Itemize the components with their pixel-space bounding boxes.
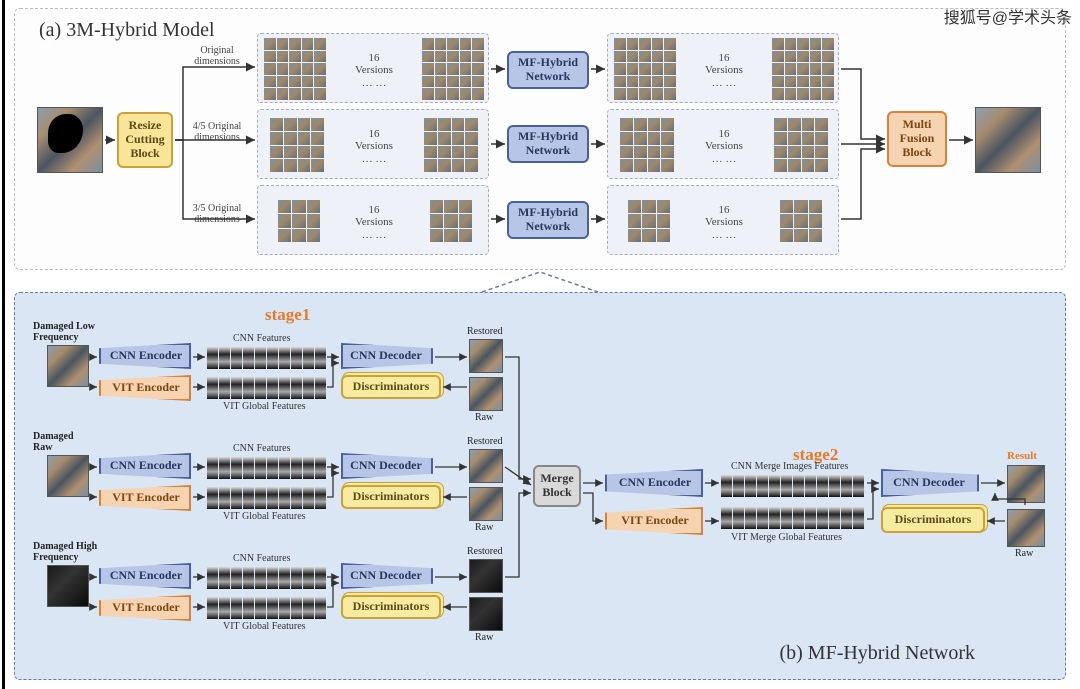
multi-fusion-block: Multi Fusion Block bbox=[887, 111, 947, 167]
result-label: Result bbox=[1007, 450, 1037, 462]
tiles-r3-right: 16 Versions ··· ··· bbox=[607, 185, 839, 255]
in3-img bbox=[47, 565, 89, 607]
left-border bbox=[2, 0, 5, 689]
feat-vit-2 bbox=[207, 487, 326, 509]
out2-restored bbox=[469, 449, 503, 483]
feat-cnn-s2 bbox=[721, 475, 864, 497]
disc-1: Discriminators bbox=[341, 375, 441, 399]
in1-img bbox=[47, 345, 89, 387]
feat-cnn-2 bbox=[207, 457, 326, 479]
tiles-r2-left: 16 Versions ··· ··· bbox=[257, 109, 489, 179]
panel-b-title: (b) MF-Hybrid Network bbox=[779, 642, 975, 665]
cnn-enc-s2: CNN Encoder bbox=[605, 469, 703, 497]
in1-label: Damaged Low Frequency bbox=[33, 321, 95, 343]
vit-enc-s2: VIT Encoder bbox=[605, 507, 703, 535]
out2-raw bbox=[469, 487, 503, 521]
tiles-r2-right: 16 Versions ··· ··· bbox=[607, 109, 839, 179]
panel-a: (a) 3M-Hybrid Model Resize Cutting Block… bbox=[14, 8, 1066, 270]
out3-restored bbox=[469, 559, 503, 593]
s2-raw bbox=[1007, 509, 1045, 547]
feat-vit-s2 bbox=[721, 507, 864, 529]
out3-raw bbox=[469, 597, 503, 631]
feat-cnn-3 bbox=[207, 567, 326, 589]
panel-a-title: (a) 3M-Hybrid Model bbox=[39, 19, 215, 42]
cnn-enc-1: CNN Encoder bbox=[99, 343, 191, 369]
cnn-dec-3: CNN Decoder bbox=[341, 563, 433, 589]
disc-3: Discriminators bbox=[341, 595, 441, 619]
panel-b: (b) MF-Hybrid Network stage1 stage2 Dama… bbox=[14, 292, 1066, 680]
tiles-r1-right: 16 Versions ··· ··· bbox=[607, 33, 839, 103]
cnn-enc-2: CNN Encoder bbox=[99, 453, 191, 479]
disc-2: Discriminators bbox=[341, 485, 441, 509]
vit-enc-2: VIT Encoder bbox=[99, 485, 191, 511]
dim-original: Original dimensions bbox=[187, 45, 247, 67]
cnn-enc-3: CNN Encoder bbox=[99, 563, 191, 589]
mf-network-3: MF-Hybrid Network bbox=[507, 201, 589, 239]
stage1-label: stage1 bbox=[265, 305, 310, 325]
s2-result bbox=[1007, 465, 1045, 503]
feat-vit-1 bbox=[207, 377, 326, 399]
in2-label: Damaged Raw bbox=[33, 431, 74, 453]
in2-img bbox=[47, 455, 89, 497]
merge-block: Merge Block bbox=[533, 465, 581, 507]
watermark: 搜狐号@学术头条 bbox=[944, 4, 1072, 28]
panel-connector bbox=[480, 270, 600, 294]
tiles-r3-left: 16 Versions ··· ··· bbox=[257, 185, 489, 255]
mf-network-1: MF-Hybrid Network bbox=[507, 51, 589, 89]
vit-enc-1: VIT Encoder bbox=[99, 375, 191, 401]
feat-cnn-1 bbox=[207, 347, 326, 369]
dim-45: 4/5 Original dimensions bbox=[183, 121, 251, 143]
tiles-r1-left: 16 Versions ··· ··· bbox=[257, 33, 489, 103]
cnn-dec-2: CNN Decoder bbox=[341, 453, 433, 479]
mf-network-2: MF-Hybrid Network bbox=[507, 125, 589, 163]
cnn-dec-1: CNN Decoder bbox=[341, 343, 433, 369]
out1-restored bbox=[469, 339, 503, 373]
cnn-dec-s2: CNN Decoder bbox=[881, 469, 979, 497]
feat-vit-3 bbox=[207, 597, 326, 619]
input-image bbox=[37, 107, 103, 173]
resize-cutting-block: Resize Cutting Block bbox=[117, 112, 173, 168]
in3-label: Damaged High Frequency bbox=[33, 541, 97, 563]
out1-raw bbox=[469, 377, 503, 411]
disc-s2: Discriminators bbox=[881, 507, 985, 533]
vit-enc-3: VIT Encoder bbox=[99, 595, 191, 621]
output-image bbox=[975, 107, 1041, 173]
dim-35: 3/5 Original dimensions bbox=[183, 203, 251, 225]
